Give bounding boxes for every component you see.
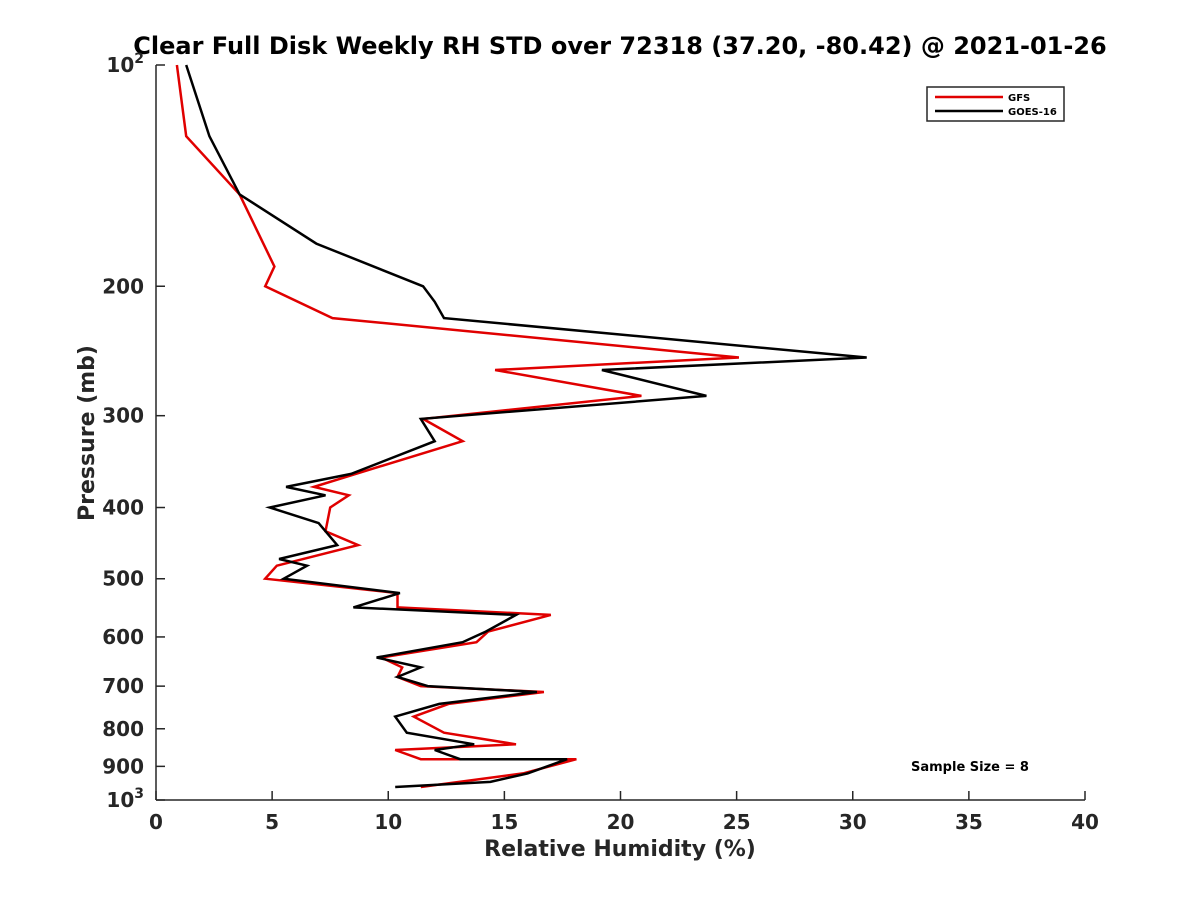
x-tick-label: 5: [265, 810, 279, 834]
legend-label-gfs: GFS: [1008, 93, 1030, 104]
x-axis-label: Relative Humidity (%): [484, 837, 756, 862]
y-axis-label: Pressure (mb): [75, 345, 100, 521]
sample-size-annotation: Sample Size = 8: [911, 760, 1029, 775]
x-tick-label: 15: [490, 810, 518, 834]
y-tick-label: 300: [102, 404, 144, 428]
x-tick-label: 40: [1071, 810, 1099, 834]
y-tick-label: 102: [106, 51, 144, 77]
x-tick-label: 20: [607, 810, 635, 834]
y-tick-label: 600: [102, 625, 144, 649]
legend: GFS GOES-16: [926, 86, 1065, 122]
x-tick-label: 35: [955, 810, 983, 834]
legend-box: [926, 86, 1065, 122]
chart-title: Clear Full Disk Weekly RH STD over 72318…: [133, 32, 1106, 60]
x-tick-label: 0: [149, 810, 163, 834]
x-tick-label: 25: [723, 810, 751, 834]
series-line-goes-16: [185, 64, 867, 789]
y-tick-label: 500: [102, 567, 144, 591]
x-tick-label: 30: [839, 810, 867, 834]
x-ticks: 0 5 10 15 20 25 30 35 40: [149, 791, 1099, 834]
y-tick-label: 200: [102, 274, 144, 298]
x-tick-label: 10: [374, 810, 402, 834]
y-tick-label: 103: [106, 786, 144, 812]
y-ticks: 102 200 300 400 500 600 700 800 900 103: [102, 51, 165, 812]
series-line-gfs: [175, 64, 740, 789]
y-tick-label: 700: [102, 674, 144, 698]
y-tick-label: 400: [102, 496, 144, 520]
legend-label-goes-16: GOES-16: [1008, 107, 1057, 118]
y-tick-label: 800: [102, 717, 144, 741]
y-tick-label: 900: [102, 754, 144, 778]
plot-lines: [175, 64, 867, 789]
